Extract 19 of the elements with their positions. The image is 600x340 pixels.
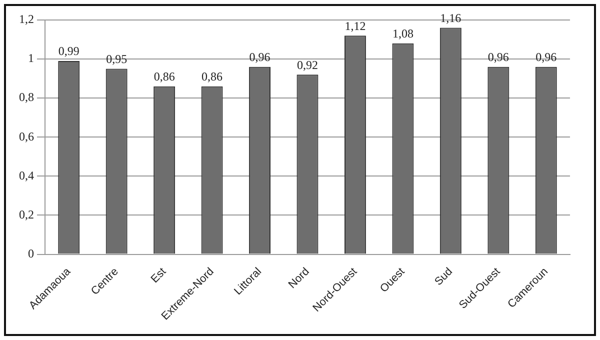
data-label: 1,16 — [440, 10, 462, 25]
data-label: 1,12 — [344, 18, 366, 33]
y-tick-label: 0 — [28, 246, 34, 260]
data-label: 0,86 — [202, 70, 223, 84]
data-label: 0,96 — [249, 50, 270, 64]
data-label: 0,95 — [106, 52, 128, 66]
data-label: 0,96 — [536, 50, 557, 64]
data-label: 0,92 — [297, 58, 318, 72]
data-label: 0,99 — [58, 44, 80, 58]
y-tick-label: 1,2 — [19, 12, 34, 26]
data-label: 0,96 — [488, 50, 509, 64]
data-label: 0,86 — [154, 70, 175, 84]
y-tick-label: 0,6 — [19, 129, 34, 144]
y-tick-label: 0,2 — [19, 207, 34, 222]
y-tick-label: 1 — [28, 51, 34, 66]
x-tick-label: Sud — [432, 266, 455, 288]
y-tick-label: 0,8 — [19, 90, 34, 104]
y-tick-label: 0,4 — [19, 168, 34, 182]
data-label: 1,08 — [392, 26, 414, 41]
